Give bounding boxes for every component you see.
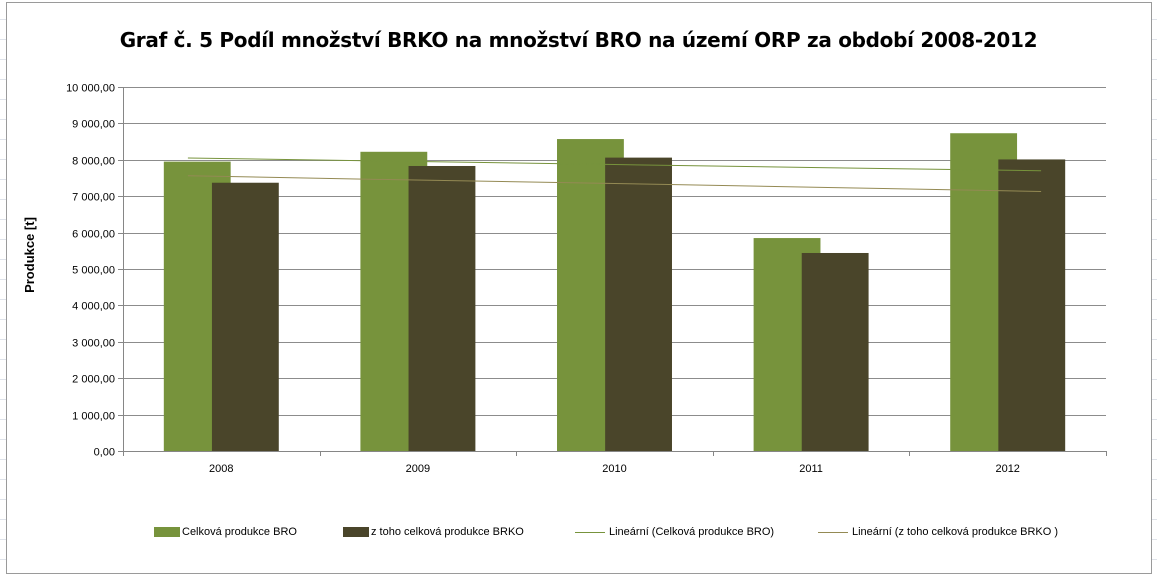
y-tick-label: 4 000,00: [72, 301, 115, 313]
x-tick-label: 2011: [799, 463, 823, 475]
trendline-brko: [187, 175, 1042, 192]
y-tick-label: 10 000,00: [66, 83, 115, 95]
trendlines: [187, 157, 1042, 192]
y-tick-label: 1 000,00: [72, 411, 115, 423]
chart-title: Graf č. 5 Podíl množství BRKO na množstv…: [119, 28, 1038, 52]
y-tick-label: 0,00: [94, 447, 115, 459]
legend-label-bro: Celková produkce BRO: [182, 526, 297, 538]
legend-line-trend-brko: [818, 531, 848, 533]
bar-brko[interactable]: [408, 165, 476, 451]
trendline-bro: [187, 157, 1042, 172]
y-tick-label: 9 000,00: [72, 119, 115, 131]
y-axis-ticks: 0,00 1 000,00 2 000,00 3 000,00 4 000,00 5 00…: [66, 83, 123, 459]
legend-swatch-bro: [154, 527, 180, 537]
bars: [163, 133, 1066, 452]
bar-brko[interactable]: [605, 157, 672, 451]
x-tick-label: 2008: [209, 463, 233, 475]
y-tick-label: 3 000,00: [72, 338, 115, 350]
y-tick-label: 8 000,00: [72, 156, 115, 168]
y-tick-label: 6 000,00: [72, 229, 115, 241]
bar-brko[interactable]: [801, 252, 869, 451]
legend-item-brko: z toho celková produkce BRKO: [343, 523, 524, 541]
x-tick-label: 2010: [602, 463, 626, 475]
bar-brko[interactable]: [211, 182, 279, 451]
y-tick-label: 7 000,00: [72, 192, 115, 204]
legend: Celková produkce BRO z toho celková prod…: [0, 523, 1157, 541]
bar-brko[interactable]: [998, 159, 1066, 451]
legend-item-bro: Celková produkce BRO: [154, 523, 297, 541]
legend-label-brko: z toho celková produkce BRKO: [371, 526, 524, 538]
x-tick-label: 2012: [995, 463, 1019, 475]
legend-line-trend-bro: [575, 531, 605, 533]
legend-item-trend-brko: Lineární (z toho celková produkce BRKO ): [818, 523, 1058, 541]
x-axis-ticks: 2008 2009 2010 2011 2012: [123, 451, 1107, 475]
legend-swatch-brko: [343, 527, 369, 537]
legend-item-trend-bro: Lineární (Celková produkce BRO): [575, 523, 774, 541]
x-tick-label: 2009: [406, 463, 430, 475]
y-axis-title: Produkce [t]: [22, 217, 37, 293]
y-tick-label: 2 000,00: [72, 374, 115, 386]
legend-label-trend-brko: Lineární (z toho celková produkce BRKO ): [852, 526, 1059, 538]
legend-label-trend-bro: Lineární (Celková produkce BRO): [609, 526, 775, 538]
y-tick-label: 5 000,00: [72, 265, 115, 277]
